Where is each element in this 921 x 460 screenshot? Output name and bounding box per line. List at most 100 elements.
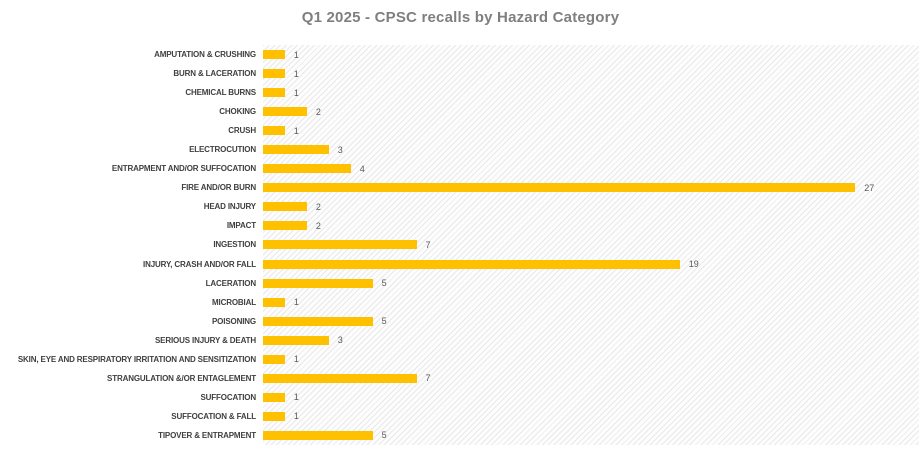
bar-track: 7	[263, 235, 921, 254]
bar-track: 5	[263, 274, 921, 293]
bar	[263, 107, 307, 117]
bar	[263, 297, 285, 307]
bar-track: 1	[263, 45, 921, 64]
value-label: 19	[688, 259, 699, 270]
bar-track: 1	[263, 64, 921, 83]
value-label: 1	[293, 68, 299, 79]
bar	[263, 430, 373, 440]
bar-track: 1	[263, 121, 921, 140]
chart-row: IMPACT 2	[0, 216, 921, 235]
value-label: 1	[293, 392, 299, 403]
bar-track: 27	[263, 178, 921, 197]
bar	[263, 354, 285, 364]
value-label: 1	[293, 354, 299, 365]
category-label: SUFFOCATION	[200, 392, 256, 402]
bar	[263, 50, 285, 60]
bar-track: 5	[263, 312, 921, 331]
chart-row: TIPOVER & ENTRAPMENT 5	[0, 426, 921, 445]
bar	[263, 240, 417, 250]
chart-row: HEAD INJURY 2	[0, 197, 921, 216]
bar	[263, 373, 417, 383]
chart-row: SUFFOCATION & FALL 1	[0, 407, 921, 426]
value-label: 1	[293, 125, 299, 136]
value-label: 1	[293, 49, 299, 60]
bar	[263, 69, 285, 79]
category-label: ENTRAPMENT AND/OR SUFFOCATION	[111, 164, 256, 174]
bar-track: 5	[263, 426, 921, 445]
category-label: CHEMICAL BURNS	[185, 88, 256, 98]
category-label: IMPACT	[226, 221, 256, 231]
bar	[263, 126, 285, 136]
value-label: 7	[425, 239, 431, 250]
chart-row: AMPUTATION & CRUSHING 1	[0, 45, 921, 64]
value-label: 4	[359, 163, 365, 174]
value-label: 5	[381, 316, 387, 327]
chart-row: ELECTROCUTION 3	[0, 140, 921, 159]
category-label: POISONING	[212, 316, 256, 326]
bar-track: 1	[263, 388, 921, 407]
category-label: MICROBIAL	[212, 297, 256, 307]
category-label: ELECTROCUTION	[189, 145, 256, 155]
bar-track: 19	[263, 255, 921, 274]
bar-track: 2	[263, 197, 921, 216]
chart-row: LACERATION 5	[0, 274, 921, 293]
chart-row: POISONING 5	[0, 312, 921, 331]
bar-track: 3	[263, 331, 921, 350]
bar	[263, 221, 307, 231]
value-label: 2	[315, 201, 321, 212]
chart-title: Q1 2025 - CPSC recalls by Hazard Categor…	[301, 9, 620, 26]
value-label: 2	[315, 106, 321, 117]
chart-row: BURN & LACERATION 1	[0, 64, 921, 83]
chart-row: SERIOUS INJURY & DEATH 3	[0, 331, 921, 350]
value-label: 27	[864, 182, 875, 193]
category-label: CHOKING	[219, 107, 256, 117]
chart-row: CHOKING 2	[0, 102, 921, 121]
bar	[263, 335, 329, 345]
category-label: INJURY, CRASH AND/OR FALL	[143, 259, 256, 269]
value-label: 1	[293, 411, 299, 422]
category-label: AMPUTATION & CRUSHING	[154, 50, 256, 60]
category-label: FIRE AND/OR BURN	[181, 183, 256, 193]
bar	[263, 392, 285, 402]
value-label: 5	[381, 430, 387, 441]
bar	[263, 411, 285, 421]
bar-track: 4	[263, 159, 921, 178]
bar	[263, 316, 373, 326]
category-label: HEAD INJURY	[203, 202, 256, 212]
bar	[263, 88, 285, 98]
chart-row: STRANGULATION &/OR ENTAGLEMENT 7	[0, 369, 921, 388]
category-label: CRUSH	[228, 126, 256, 136]
category-label: TIPOVER & ENTRAPMENT	[158, 430, 256, 440]
chart-row: INGESTION 7	[0, 235, 921, 254]
bar-track: 1	[263, 83, 921, 102]
value-label: 1	[293, 87, 299, 98]
bar	[263, 145, 329, 155]
value-label: 5	[381, 278, 387, 289]
value-label: 3	[337, 335, 343, 346]
bar	[263, 202, 307, 212]
chart-row: FIRE AND/OR BURN 27	[0, 178, 921, 197]
bar-track: 7	[263, 369, 921, 388]
category-label: SKIN, EYE AND RESPIRATORY IRRITATION AND…	[17, 354, 256, 364]
category-label: STRANGULATION &/OR ENTAGLEMENT	[107, 373, 256, 383]
value-label: 7	[425, 373, 431, 384]
bar	[263, 164, 351, 174]
chart-row: SKIN, EYE AND RESPIRATORY IRRITATION AND…	[0, 350, 921, 369]
chart-row: MICROBIAL 1	[0, 293, 921, 312]
chart-row: INJURY, CRASH AND/OR FALL 19	[0, 255, 921, 274]
chart-rows: AMPUTATION & CRUSHING 1 BURN & LACERATIO…	[0, 45, 921, 445]
bar-track: 1	[263, 407, 921, 426]
category-label: SERIOUS INJURY & DEATH	[154, 335, 256, 345]
value-label: 1	[293, 297, 299, 308]
value-label: 3	[337, 144, 343, 155]
chart-row: CHEMICAL BURNS 1	[0, 83, 921, 102]
chart-row: ENTRAPMENT AND/OR SUFFOCATION 4	[0, 159, 921, 178]
bar	[263, 183, 856, 193]
value-label: 2	[315, 220, 321, 231]
category-label: LACERATION	[205, 278, 257, 288]
bar-track: 1	[263, 293, 921, 312]
bar	[263, 259, 680, 269]
category-label: SUFFOCATION & FALL	[171, 411, 256, 421]
bar-track: 3	[263, 140, 921, 159]
